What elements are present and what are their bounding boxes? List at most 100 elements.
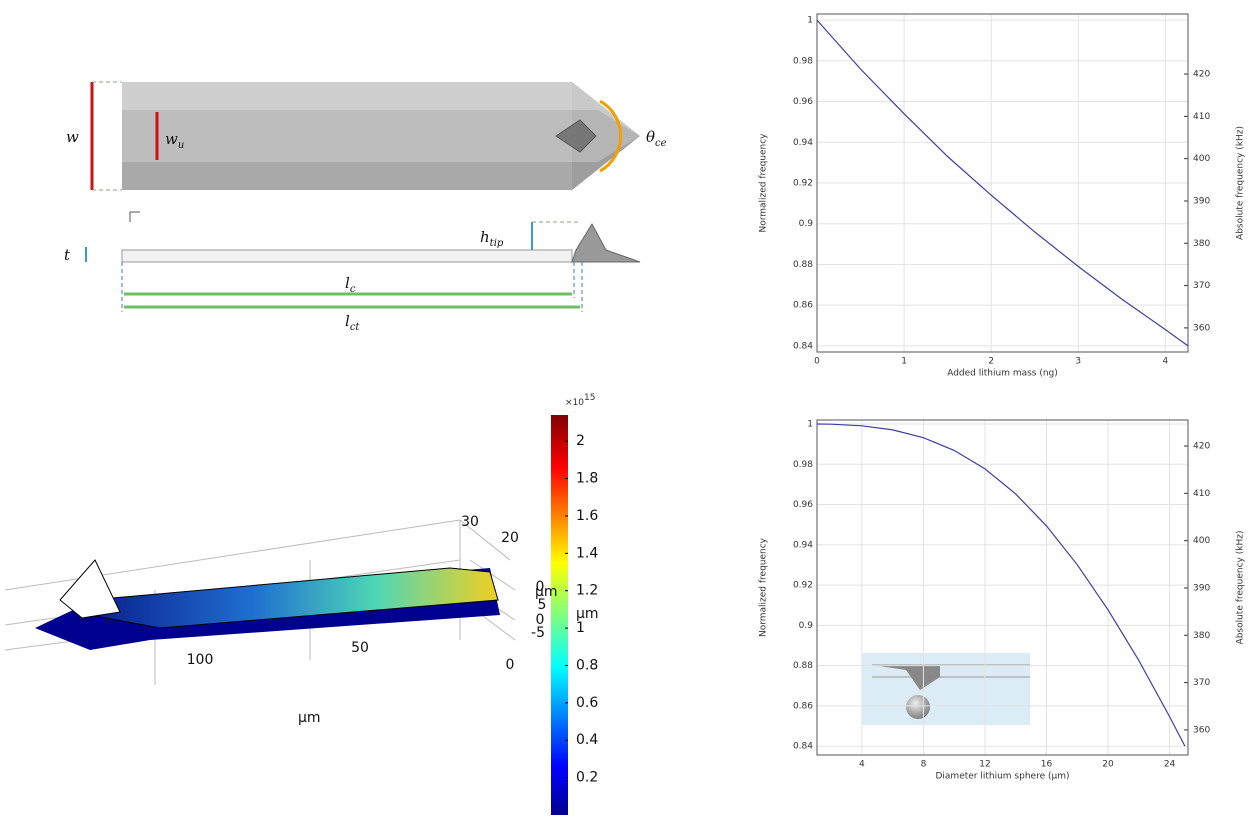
- x-tick-label: 12: [979, 760, 990, 770]
- dimension-label: htip: [480, 228, 504, 249]
- y-tick-label: 1: [807, 16, 813, 26]
- colorbar-tick-label: 0.6: [576, 695, 598, 711]
- y2-tick-label: 410: [1193, 112, 1210, 122]
- y-tick-label: 0.92: [793, 581, 813, 591]
- label-main: w: [66, 128, 79, 146]
- y-tick-label: 0.94: [793, 138, 813, 148]
- colorbar-tick-label: 1.8: [576, 471, 598, 487]
- y2-tick-label: 360: [1193, 323, 1210, 333]
- x-tick-label: 0: [814, 357, 820, 367]
- y-tick-label: 0.92: [793, 179, 813, 189]
- axis-label: μm: [535, 584, 558, 600]
- y2-axis-label: Absolute frequency (kHz): [1236, 531, 1246, 645]
- x-axis-label: Diameter lithium sphere (μm): [935, 772, 1069, 782]
- x-tick-label: 20: [1102, 760, 1114, 770]
- surface-plot: [4, 519, 516, 685]
- label-main: θ: [646, 128, 655, 146]
- colorbar-tick-label: 1.2: [576, 583, 598, 599]
- colorbar: [551, 415, 568, 815]
- axis-tick-label: 20: [501, 530, 519, 546]
- line-series: [816, 19, 1189, 347]
- colorbar-tick-label: 1.4: [576, 545, 598, 561]
- y-axis-label: Normalized frequency: [759, 537, 769, 637]
- axis-tick-label: 0: [536, 579, 545, 595]
- axis-label: μm: [576, 606, 599, 622]
- colorbar-tick-label: 0.4: [576, 732, 598, 748]
- y-tick-label: 0.98: [793, 56, 813, 66]
- y-tick-label: 0.88: [793, 260, 813, 270]
- axis-label: μm: [298, 710, 321, 726]
- x-tick-label: 4: [859, 760, 865, 770]
- label-main: t: [64, 246, 71, 264]
- inset-image: [862, 653, 1030, 725]
- y-axis-label: Normalized frequency: [759, 133, 769, 233]
- cantilever-diagram: [85, 81, 641, 312]
- x-tick-label: 3: [1075, 357, 1081, 367]
- y2-tick-label: 410: [1193, 489, 1210, 499]
- x-tick-label: 24: [1164, 760, 1176, 770]
- colorbar-tick-label: 1.6: [576, 508, 598, 524]
- y-tick-label: 0.9: [799, 219, 814, 229]
- dimension-label: w: [66, 128, 79, 146]
- y2-tick-label: 390: [1193, 196, 1210, 206]
- label-main: h: [480, 228, 490, 246]
- colorbar-tick-label: 0.8: [576, 657, 598, 673]
- x-tick-label: 16: [1041, 760, 1053, 770]
- dimension-label: wu: [165, 130, 184, 151]
- x-tick-label: 4: [1162, 357, 1168, 367]
- label-sub: tip: [490, 238, 504, 249]
- x-tick-label: 1: [901, 357, 907, 367]
- y2-axis-label: Absolute frequency (kHz): [1236, 126, 1246, 240]
- label-sub: c: [350, 284, 356, 295]
- label-main: l: [345, 312, 350, 330]
- axis-tick-label: 50: [351, 640, 369, 656]
- y2-tick-label: 400: [1193, 154, 1210, 164]
- label-sub: u: [178, 140, 184, 151]
- y2-tick-label: 370: [1193, 678, 1210, 688]
- label-sub: ce: [655, 138, 667, 149]
- axis-tick-label: 30: [461, 514, 479, 530]
- plot-frame: [816, 419, 1189, 756]
- y-tick-label: 0.84: [793, 742, 813, 752]
- y-tick-label: 0.94: [793, 540, 813, 550]
- axis-tick-label: 100: [187, 652, 214, 668]
- axis-tick-label: -5: [531, 625, 545, 641]
- axis-tick-label: 5: [538, 597, 547, 613]
- y2-tick-label: 400: [1193, 536, 1210, 546]
- dimension-label: t: [64, 246, 71, 264]
- multiplier-exponent: 15: [584, 393, 595, 403]
- y-tick-label: 0.98: [793, 460, 813, 470]
- line-series: [816, 423, 1186, 747]
- y2-tick-label: 380: [1193, 239, 1210, 249]
- y-tick-label: 0.86: [793, 301, 813, 311]
- y-tick-label: 0.9: [799, 621, 814, 631]
- y2-tick-label: 370: [1193, 281, 1210, 291]
- axis-tick-label: 0: [536, 612, 545, 628]
- y2-tick-label: 380: [1193, 631, 1210, 641]
- colorbar-tick-label: 2: [576, 433, 585, 449]
- x-tick-label: 8: [921, 760, 927, 770]
- label-main: l: [345, 274, 350, 292]
- label-sub: ct: [350, 322, 361, 333]
- y2-tick-label: 390: [1193, 583, 1210, 593]
- x-tick-label: 2: [988, 357, 994, 367]
- y-tick-label: 0.84: [793, 341, 813, 351]
- dimension-label: θce: [646, 128, 667, 149]
- dimension-label: lct: [345, 312, 360, 333]
- dimension-label: lc: [345, 274, 356, 295]
- y2-tick-label: 420: [1193, 70, 1210, 80]
- y-tick-label: 0.96: [793, 500, 813, 510]
- plot-frame: [816, 13, 1189, 353]
- multiplier-base: ×10: [565, 398, 584, 408]
- label-main: w: [165, 130, 178, 148]
- colorbar-tick-label: 1: [576, 620, 585, 636]
- y-tick-label: 0.96: [793, 97, 813, 107]
- y2-tick-label: 420: [1193, 442, 1210, 452]
- colorbar-tick-label: 0.2: [576, 770, 598, 786]
- y-tick-label: 0.88: [793, 661, 813, 671]
- y2-tick-label: 360: [1193, 725, 1210, 735]
- x-axis-label: Added lithium mass (ng): [947, 369, 1058, 379]
- y-tick-label: 1: [807, 420, 813, 430]
